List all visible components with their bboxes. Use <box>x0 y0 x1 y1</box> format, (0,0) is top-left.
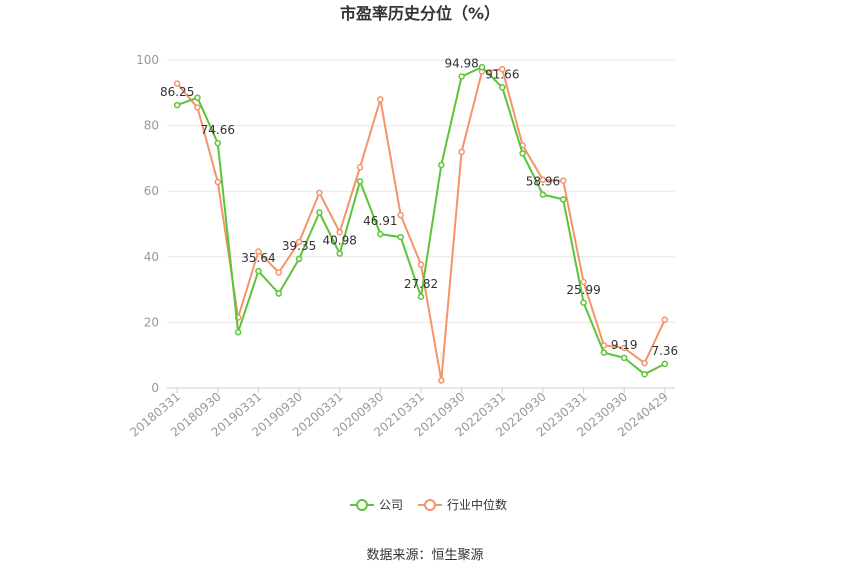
data-point <box>499 65 506 73</box>
data-point <box>499 84 506 91</box>
data-point <box>478 63 486 71</box>
data-point <box>255 248 262 255</box>
data-point <box>173 80 181 87</box>
data-point <box>377 230 384 238</box>
data-point <box>580 299 587 307</box>
data-point <box>234 328 242 336</box>
data-point <box>559 177 567 184</box>
legend-label: 行业中位数 <box>447 497 507 512</box>
data-point <box>275 290 283 297</box>
legend-item[interactable]: 公司 <box>350 498 403 512</box>
data-point <box>641 359 648 367</box>
data-point <box>519 150 526 157</box>
series-line <box>176 68 666 382</box>
data-label: 86.25 <box>160 85 194 99</box>
data-point <box>316 209 323 216</box>
data-label: 39.35 <box>282 239 316 253</box>
data-point <box>173 101 181 109</box>
y-tick-label: 100 <box>136 53 159 67</box>
data-point <box>559 196 567 203</box>
data-point <box>641 370 648 378</box>
data-point <box>580 278 587 286</box>
data-point <box>661 360 669 368</box>
chart-title: 市盈率历史分位（%） <box>340 4 500 23</box>
data-label: 46.91 <box>363 214 397 228</box>
y-tick-label: 20 <box>144 315 159 329</box>
data-label: 25.99 <box>566 283 600 297</box>
data-point <box>458 73 465 80</box>
data-label: 94.98 <box>444 56 478 70</box>
data-point <box>661 316 669 324</box>
data-point <box>458 148 465 156</box>
data-point <box>397 233 404 241</box>
y-tick-label: 80 <box>144 119 159 133</box>
y-tick-label: 40 <box>144 250 159 264</box>
data-point <box>600 349 608 356</box>
y-axis: 0 20 40 60 80 100 <box>136 53 159 395</box>
data-point <box>316 189 323 197</box>
data-point <box>214 139 222 147</box>
data-point <box>295 238 303 246</box>
legend-marker <box>356 499 368 511</box>
data-label: 27.82 <box>404 277 438 291</box>
legend-marker <box>424 499 436 511</box>
data-point <box>377 96 384 103</box>
data-point <box>397 211 404 219</box>
source-note: 数据来源：恒生聚源 <box>366 548 483 563</box>
data-label: 74.66 <box>201 123 235 137</box>
data-point <box>539 176 547 183</box>
data-point <box>417 261 425 268</box>
data-point <box>214 178 222 186</box>
legend-item[interactable]: 行业中位数 <box>418 497 507 512</box>
series-line <box>176 66 666 376</box>
legend-label: 公司 <box>379 498 403 512</box>
data-label: 91.66 <box>485 67 519 81</box>
data-point <box>336 250 343 257</box>
data-point <box>417 293 425 301</box>
data-labels: 86.25 74.66 35.64 39.35 40.98 46.91 27.82 94.98… <box>160 56 678 357</box>
data-label: 35.64 <box>241 251 275 265</box>
data-label: 9.19 <box>611 338 638 352</box>
data-point <box>194 104 201 111</box>
data-point <box>336 228 343 236</box>
data-point <box>356 164 364 171</box>
data-point <box>620 344 628 352</box>
data-label: 40.98 <box>323 234 357 248</box>
data-point <box>255 267 262 275</box>
y-tick-label: 60 <box>144 184 159 198</box>
data-point <box>438 377 445 384</box>
x-axis: 2018033120180930201903312019093020200331… <box>127 387 675 440</box>
legend[interactable]: 公司 行业中位数 <box>350 497 507 512</box>
data-point <box>295 255 303 263</box>
data-point <box>356 178 364 185</box>
data-point <box>438 161 445 169</box>
y-tick-label: 0 <box>151 381 159 395</box>
data-point <box>194 94 201 101</box>
series-layer <box>173 63 669 384</box>
data-point <box>539 191 547 198</box>
grid <box>167 59 675 323</box>
data-label: 58.96 <box>526 175 560 189</box>
data-label: 7.36 <box>651 344 678 358</box>
data-point <box>620 354 628 362</box>
data-point <box>275 269 283 276</box>
